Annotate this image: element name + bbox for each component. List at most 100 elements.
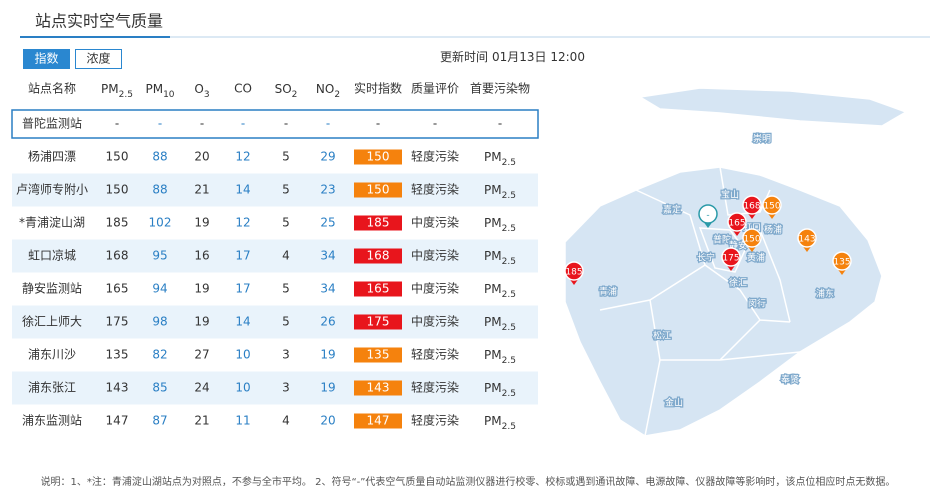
map-marker xyxy=(564,261,584,281)
column-header: NO2 xyxy=(316,82,340,100)
primary-pollutant-sub: 2.5 xyxy=(502,224,516,234)
marker-label: 150 xyxy=(743,235,760,245)
primary-pollutant-sub: 2.5 xyxy=(502,356,516,366)
quality: 中度污染 xyxy=(411,215,459,230)
aqi-value: 150 xyxy=(367,183,390,197)
district-label: 嘉定 xyxy=(663,204,681,216)
primary-pollutant-base: PM xyxy=(484,315,502,329)
column-header: CO xyxy=(234,82,252,96)
district-label: 徐汇 xyxy=(729,277,747,289)
primary-pollutant-sub: 2.5 xyxy=(502,422,516,432)
cell-value: 26 xyxy=(320,315,335,329)
primary-pollutant-sub: 2.5 xyxy=(502,158,516,168)
aqi-badge xyxy=(354,413,402,429)
primary-pollutant-sub: 2.5 xyxy=(502,389,516,399)
cell-value: 88 xyxy=(152,150,167,164)
primary-pollutant: PM2.5 xyxy=(484,414,516,432)
primary-pollutant-base: PM xyxy=(484,183,502,197)
district-label: 松江 xyxy=(653,330,671,342)
marker-label: 143 xyxy=(798,235,815,245)
cell-value: 20 xyxy=(320,414,335,428)
column-header: 首要污染物 xyxy=(470,81,530,96)
primary-pollutant-base: PM xyxy=(484,348,502,362)
station-name: 浦东张江 xyxy=(28,381,76,395)
cell-value: - xyxy=(326,117,330,131)
aqi-badge xyxy=(354,347,402,363)
station-name: 浦东川沙 xyxy=(28,348,76,362)
map-marker xyxy=(742,228,762,248)
district-label: 青浦 xyxy=(599,286,617,298)
cell-value: 20 xyxy=(194,150,209,164)
station-name: 浦东监测站 xyxy=(22,414,82,428)
cell-value: 10 xyxy=(235,348,250,362)
cell-value: 150 xyxy=(106,183,129,197)
primary-pollutant: PM2.5 xyxy=(484,249,516,267)
marker-label: 150 xyxy=(763,202,780,212)
title: 站点实时空气质量 xyxy=(35,12,163,31)
station-name: 徐汇上师大 xyxy=(22,314,82,329)
map-marker xyxy=(698,204,718,224)
primary-pollutant-base: PM xyxy=(484,414,502,428)
column-header-sub: 3 xyxy=(204,90,210,100)
update-label: 更新时间 xyxy=(440,49,488,64)
primary-pollutant: PM2.5 xyxy=(484,348,516,366)
quality: 轻度污染 xyxy=(411,413,459,428)
map-marker xyxy=(727,212,747,232)
aqi-value: 168 xyxy=(367,249,390,263)
primary-pollutant-sub: 2.5 xyxy=(502,290,516,300)
primary-pollutant: PM2.5 xyxy=(484,150,516,168)
quality: 中度污染 xyxy=(411,248,459,263)
primary-pollutant: PM2.5 xyxy=(484,282,516,300)
cell-value: 5 xyxy=(282,183,290,197)
district-label: 黄浦 xyxy=(747,252,765,264)
cell-value: 12 xyxy=(235,150,250,164)
tab[interactable] xyxy=(75,49,122,69)
marker-label: - xyxy=(706,211,709,221)
column-header-base: NO xyxy=(316,82,334,96)
district-label: 奉贤 xyxy=(781,374,799,386)
update-time: 01月13日 12:00 xyxy=(492,50,585,64)
cell-value: 19 xyxy=(320,348,335,362)
primary-pollutant: PM2.5 xyxy=(484,183,516,201)
station-name: 普陀监测站 xyxy=(22,116,82,131)
aqi-badge xyxy=(354,380,402,396)
primary-pollutant-sub: 2.5 xyxy=(502,191,516,201)
cell-value: - xyxy=(241,117,245,131)
cell-value: 175 xyxy=(106,315,129,329)
cell-value: 5 xyxy=(282,282,290,296)
column-header-sub: 2.5 xyxy=(119,90,133,100)
column-header-base: PM xyxy=(101,82,119,96)
station-name: 杨浦四漂 xyxy=(28,149,76,164)
cell-value: 5 xyxy=(282,315,290,329)
cell-value: 165 xyxy=(106,282,129,296)
aqi-badge xyxy=(354,182,402,198)
cell-value: 21 xyxy=(194,183,209,197)
cell-value: 14 xyxy=(235,315,250,329)
district-label: 长宁 xyxy=(697,252,715,264)
cell-value: 21 xyxy=(194,414,209,428)
tab-label[interactable]: 浓度 xyxy=(86,51,110,66)
cell-value: 14 xyxy=(235,183,250,197)
aqi-value: 175 xyxy=(367,315,390,329)
marker-label: 165 xyxy=(728,219,745,229)
cell-value: 29 xyxy=(320,150,335,164)
tab-label[interactable]: 指数 xyxy=(34,51,58,66)
quality: 中度污染 xyxy=(411,314,459,329)
column-header: 站点名称 xyxy=(28,81,76,96)
cell-value: - xyxy=(284,117,288,131)
column-header: PM10 xyxy=(145,82,174,100)
column-header-sub: 2 xyxy=(334,90,340,100)
primary-pollutant-sub: 2.5 xyxy=(502,257,516,267)
tab-active[interactable] xyxy=(23,49,70,69)
cell-value: 19 xyxy=(194,216,209,230)
cell-value: 143 xyxy=(106,381,129,395)
map-marker xyxy=(797,228,817,248)
row-bg xyxy=(12,173,538,207)
column-header: PM2.5 xyxy=(101,82,133,100)
cell-value: 17 xyxy=(235,249,250,263)
primary-pollutant-base: PM xyxy=(484,381,502,395)
row-bg xyxy=(12,239,538,273)
cell-value: 34 xyxy=(320,249,335,263)
aqi-value: 165 xyxy=(367,282,390,296)
